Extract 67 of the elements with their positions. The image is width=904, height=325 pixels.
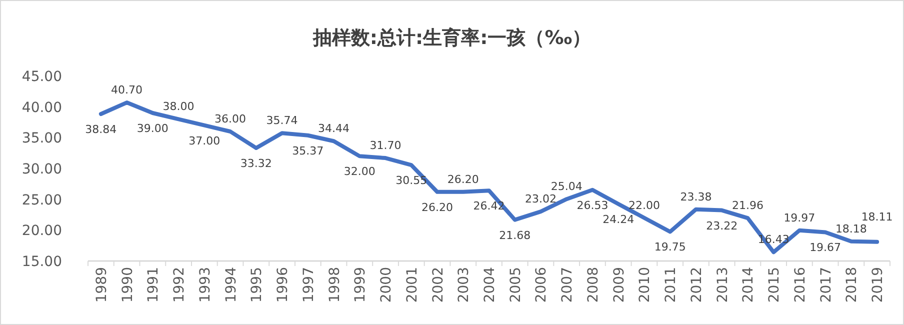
data-label: 23.38	[680, 190, 712, 204]
data-label: 32.00	[344, 165, 376, 178]
y-tick-label: 20.00	[22, 223, 62, 240]
data-label: 39.00	[136, 122, 168, 135]
data-label: 19.97	[784, 211, 816, 224]
x-tick-label: 2003	[456, 267, 472, 303]
data-label: 23.02	[524, 192, 556, 206]
x-tick-label: 2005	[508, 267, 524, 303]
y-tick-label: 30.00	[22, 162, 62, 178]
data-label: 25.04	[550, 180, 582, 194]
data-label: 36.00	[214, 112, 246, 126]
data-label: 34.44	[318, 122, 350, 136]
x-tick-label: 1990	[120, 267, 136, 303]
x-tick-label: 1996	[275, 266, 292, 303]
y-tick-label: 25.00	[22, 192, 62, 208]
data-label: 18.11	[861, 210, 893, 224]
x-tick-label: 2009	[611, 267, 628, 303]
data-label: 21.96	[732, 199, 764, 212]
data-label: 23.22	[706, 219, 738, 232]
x-tick-label: 2010	[637, 267, 654, 303]
data-label: 26.20	[422, 200, 454, 214]
data-label: 40.70	[111, 84, 143, 97]
x-tick-label: 1999	[352, 267, 369, 303]
x-tick-label: 2008	[585, 267, 602, 303]
x-tick-label: 1997	[300, 267, 317, 303]
x-tick-label: 1995	[249, 267, 266, 303]
chart-title: 抽样数:总计:生育率:一孩（‰）	[312, 27, 592, 49]
data-label: 24.24	[602, 213, 634, 226]
y-tick-label: 15.00	[22, 254, 62, 270]
data-label: 33.32	[240, 157, 272, 170]
data-label: 26.53	[576, 198, 608, 212]
data-label: 22.00	[628, 198, 660, 212]
data-label: 35.37	[292, 144, 324, 158]
x-tick-label: 1993	[197, 267, 214, 303]
data-label: 35.74	[266, 114, 298, 128]
x-tick-label: 2013	[714, 267, 731, 303]
data-label: 37.00	[188, 134, 220, 148]
data-label: 26.20	[447, 172, 479, 186]
x-tick-label: 2000	[378, 267, 395, 303]
x-tick-label: 2001	[404, 267, 420, 303]
y-tick-label: 35.00	[22, 130, 62, 147]
x-tick-label: 2016	[792, 266, 808, 303]
x-tick-label: 2006	[534, 266, 550, 303]
x-tick-label: 2002	[430, 267, 446, 303]
x-tick-label: 2019	[870, 267, 886, 303]
x-tick-label: 1992	[172, 267, 188, 303]
x-tick-label: 1998	[326, 267, 343, 303]
x-tick-label: 2012	[688, 267, 705, 303]
x-tick-label: 2004	[482, 266, 498, 303]
x-tick-label: 1991	[146, 267, 162, 303]
y-tick-label: 45.00	[22, 69, 62, 85]
data-label: 18.18	[835, 222, 867, 236]
x-tick-label: 2014	[740, 266, 757, 303]
y-tick-label: 40.00	[22, 100, 62, 116]
data-label: 19.75	[654, 240, 686, 254]
x-tick-label: 1994	[223, 266, 240, 303]
data-label: 31.70	[370, 139, 402, 152]
x-tick-label: 2007	[560, 267, 576, 303]
data-label: 19.67	[810, 241, 842, 254]
x-tick-label: 2015	[766, 267, 783, 303]
x-tick-label: 1989	[94, 267, 110, 303]
data-label: 21.68	[499, 228, 531, 242]
data-label: 38.00	[162, 100, 194, 114]
x-tick-label: 2018	[844, 267, 860, 303]
x-tick-label: 2017	[818, 267, 834, 303]
x-tick-label: 2011	[663, 267, 680, 303]
data-label: 38.84	[85, 122, 117, 136]
